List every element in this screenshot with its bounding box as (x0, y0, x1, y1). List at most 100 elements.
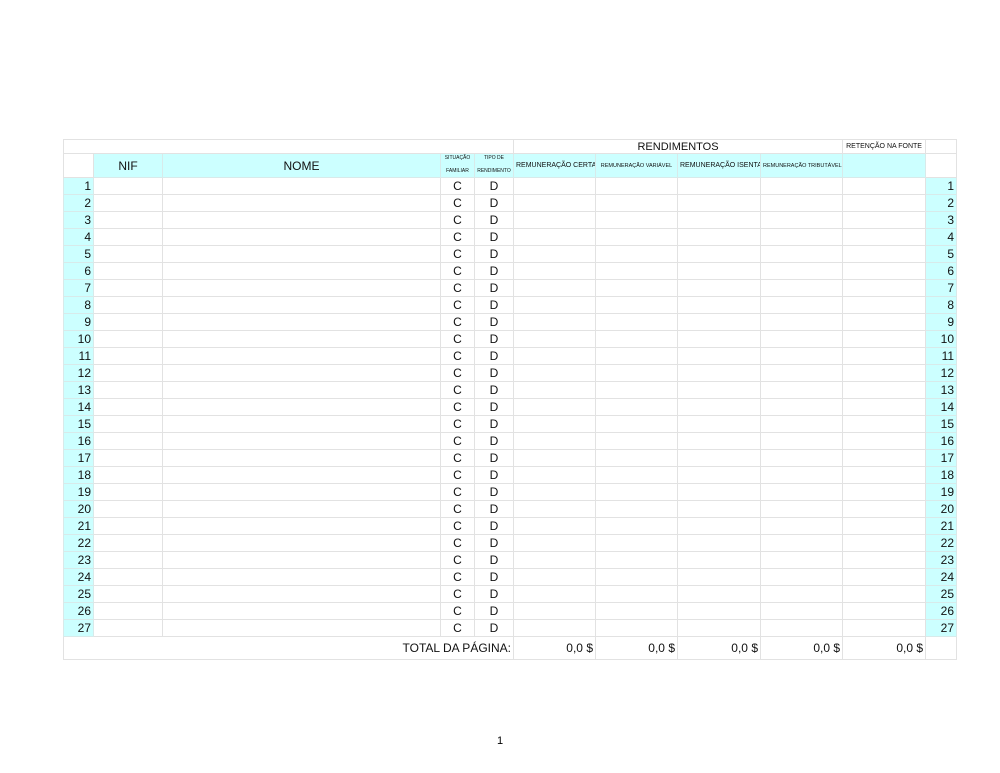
nome-cell[interactable] (162, 381, 441, 399)
rem-variavel-cell[interactable] (595, 432, 678, 450)
rem-isenta-cell[interactable] (677, 381, 761, 399)
rem-tributavel-cell[interactable] (759, 619, 844, 637)
tipo-cell[interactable]: D (474, 330, 514, 348)
rem-variavel-cell[interactable] (595, 483, 678, 501)
rem-isenta-cell[interactable] (677, 330, 761, 348)
nome-cell[interactable] (162, 364, 441, 382)
nif-cell[interactable] (93, 568, 163, 586)
rem-tributavel-cell[interactable] (759, 602, 844, 620)
nome-cell[interactable] (162, 568, 441, 586)
nif-cell[interactable] (93, 602, 163, 620)
nome-cell[interactable] (162, 194, 441, 212)
nome-cell[interactable] (162, 313, 441, 331)
nif-cell[interactable] (93, 432, 163, 450)
nif-cell[interactable] (93, 517, 163, 535)
rem-isenta-cell[interactable] (677, 194, 761, 212)
rem-tributavel-cell[interactable] (759, 279, 844, 297)
situacao-cell[interactable]: C (440, 330, 475, 348)
rem-certa-cell[interactable] (513, 551, 596, 569)
rem-certa-cell[interactable] (513, 432, 596, 450)
rem-tributavel-cell[interactable] (759, 330, 844, 348)
tipo-cell[interactable]: D (474, 177, 514, 195)
situacao-cell[interactable]: C (440, 602, 475, 620)
tipo-cell[interactable]: D (474, 432, 514, 450)
rem-certa-cell[interactable] (513, 330, 596, 348)
rem-variavel-cell[interactable] (595, 245, 678, 263)
retencao-cell[interactable] (842, 398, 927, 416)
rem-tributavel-cell[interactable] (759, 398, 844, 416)
nome-cell[interactable] (162, 330, 441, 348)
rem-variavel-cell[interactable] (595, 449, 678, 467)
rem-tributavel-cell[interactable] (759, 364, 844, 382)
rem-certa-cell[interactable] (513, 296, 596, 314)
rem-variavel-cell[interactable] (595, 466, 678, 484)
rem-variavel-cell[interactable] (595, 568, 678, 586)
rem-isenta-cell[interactable] (677, 398, 761, 416)
nif-cell[interactable] (93, 415, 163, 433)
situacao-cell[interactable]: C (440, 228, 475, 246)
tipo-cell[interactable]: D (474, 619, 514, 637)
rem-certa-cell[interactable] (513, 500, 596, 518)
rem-variavel-cell[interactable] (595, 398, 678, 416)
nome-cell[interactable] (162, 517, 441, 535)
rem-tributavel-cell[interactable] (759, 262, 844, 280)
nome-cell[interactable] (162, 296, 441, 314)
rem-tributavel-cell[interactable] (759, 313, 844, 331)
rem-tributavel-cell[interactable] (759, 177, 844, 195)
retencao-cell[interactable] (842, 619, 927, 637)
tipo-cell[interactable]: D (474, 194, 514, 212)
rem-tributavel-cell[interactable] (759, 551, 844, 569)
rem-isenta-cell[interactable] (677, 177, 761, 195)
nome-cell[interactable] (162, 534, 441, 552)
rem-certa-cell[interactable] (513, 313, 596, 331)
nif-cell[interactable] (93, 551, 163, 569)
rem-certa-cell[interactable] (513, 347, 596, 365)
rem-certa-cell[interactable] (513, 466, 596, 484)
rem-variavel-cell[interactable] (595, 279, 678, 297)
nif-cell[interactable] (93, 211, 163, 229)
nome-cell[interactable] (162, 262, 441, 280)
situacao-cell[interactable]: C (440, 211, 475, 229)
rem-variavel-cell[interactable] (595, 296, 678, 314)
rem-certa-cell[interactable] (513, 279, 596, 297)
rem-certa-cell[interactable] (513, 194, 596, 212)
nif-cell[interactable] (93, 177, 163, 195)
rem-isenta-cell[interactable] (677, 602, 761, 620)
nome-cell[interactable] (162, 483, 441, 501)
retencao-cell[interactable] (842, 500, 927, 518)
nif-cell[interactable] (93, 279, 163, 297)
rem-variavel-cell[interactable] (595, 194, 678, 212)
rem-isenta-cell[interactable] (677, 415, 761, 433)
rem-isenta-cell[interactable] (677, 551, 761, 569)
rem-isenta-cell[interactable] (677, 534, 761, 552)
nome-cell[interactable] (162, 398, 441, 416)
rem-variavel-cell[interactable] (595, 619, 678, 637)
nif-cell[interactable] (93, 449, 163, 467)
nome-cell[interactable] (162, 500, 441, 518)
rem-certa-cell[interactable] (513, 483, 596, 501)
rem-variavel-cell[interactable] (595, 602, 678, 620)
rem-variavel-cell[interactable] (595, 381, 678, 399)
rem-variavel-cell[interactable] (595, 585, 678, 603)
rem-tributavel-cell[interactable] (759, 245, 844, 263)
retencao-cell[interactable] (842, 432, 927, 450)
rem-variavel-cell[interactable] (595, 517, 678, 535)
nif-cell[interactable] (93, 228, 163, 246)
tipo-cell[interactable]: D (474, 466, 514, 484)
tipo-cell[interactable]: D (474, 449, 514, 467)
rem-certa-cell[interactable] (513, 619, 596, 637)
situacao-cell[interactable]: C (440, 449, 475, 467)
rem-variavel-cell[interactable] (595, 211, 678, 229)
rem-tributavel-cell[interactable] (759, 347, 844, 365)
tipo-cell[interactable]: D (474, 211, 514, 229)
situacao-cell[interactable]: C (440, 619, 475, 637)
rem-isenta-cell[interactable] (677, 568, 761, 586)
nome-cell[interactable] (162, 211, 441, 229)
situacao-cell[interactable]: C (440, 279, 475, 297)
rem-certa-cell[interactable] (513, 585, 596, 603)
tipo-cell[interactable]: D (474, 228, 514, 246)
rem-certa-cell[interactable] (513, 228, 596, 246)
retencao-cell[interactable] (842, 228, 927, 246)
rem-isenta-cell[interactable] (677, 585, 761, 603)
retencao-cell[interactable] (842, 381, 927, 399)
